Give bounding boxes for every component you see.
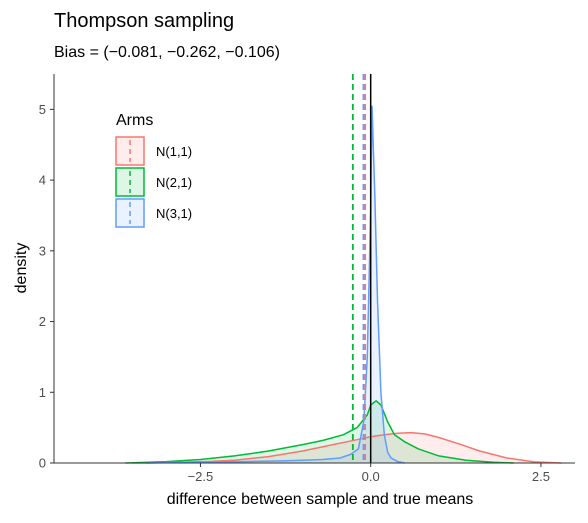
y-tick-label: 5 — [39, 102, 46, 117]
y-tick-label: 2 — [39, 314, 46, 329]
chart-title: Thompson sampling — [54, 10, 234, 32]
y-tick-label: 3 — [39, 243, 46, 258]
x-tick-label: 2.5 — [532, 469, 550, 484]
density-line-3 — [145, 105, 405, 464]
y-tick-label: 0 — [39, 456, 46, 471]
legend-label: N(2,1) — [156, 175, 192, 190]
legend: Arms N(1,1) N(2,1) N(3,1) — [115, 112, 192, 228]
legend-item: N(3,1) — [115, 198, 192, 228]
axes: 0 1 2 3 4 5 −2.5 0.0 2.5 — [39, 74, 575, 484]
legend-item: N(1,1) — [115, 136, 192, 166]
x-tick-label: 0.0 — [362, 469, 380, 484]
x-axis-title: difference between sample and true means — [167, 491, 474, 508]
density-area-1 — [132, 432, 562, 463]
legend-label: N(1,1) — [156, 144, 192, 159]
plot-area — [125, 74, 562, 464]
chart-subtitle: Bias = (−0.081, −0.262, −0.106) — [54, 44, 280, 61]
y-axis-title: density — [13, 243, 30, 294]
x-tick-label: −2.5 — [188, 469, 214, 484]
density-area-3 — [145, 105, 405, 464]
density-area-2 — [125, 400, 514, 463]
legend-item: N(2,1) — [115, 167, 192, 197]
y-tick-label: 4 — [39, 173, 46, 188]
legend-title: Arms — [116, 112, 153, 129]
legend-label: N(3,1) — [156, 206, 192, 221]
y-tick-label: 1 — [39, 385, 46, 400]
